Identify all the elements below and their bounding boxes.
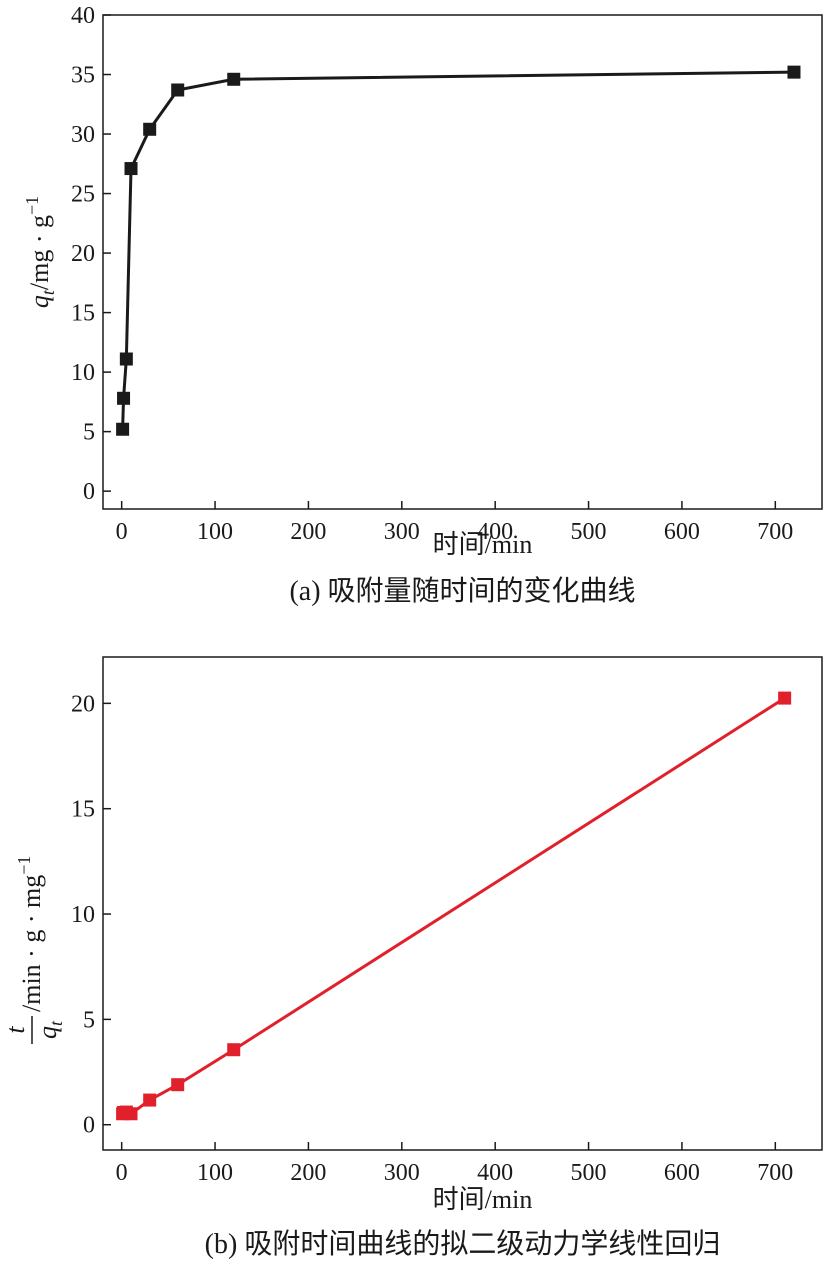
y-tick-label: 5	[83, 1007, 95, 1033]
data-marker	[117, 391, 131, 405]
data-marker	[227, 1043, 241, 1057]
data-marker	[787, 65, 801, 79]
y-tick-label: 35	[71, 63, 95, 89]
data-marker	[171, 1078, 185, 1092]
data-marker	[124, 1107, 138, 1121]
data-line	[121, 696, 786, 1116]
x-tick-label: 600	[664, 519, 700, 545]
unit: /mg · g	[25, 215, 54, 290]
y-axis-label: t qt/min · g · mg−1	[1, 856, 66, 1044]
x-axis-label: 时间/min	[433, 530, 533, 559]
data-marker	[143, 1093, 157, 1107]
fraction-numerator: t	[1, 1026, 30, 1034]
y-tick-label: 20	[71, 241, 95, 267]
data-marker	[119, 352, 133, 366]
y-tick-label: 0	[83, 1113, 95, 1139]
data-marker	[227, 72, 241, 86]
y-tick-label: 5	[83, 420, 95, 446]
subscript: t	[38, 289, 58, 295]
x-tick-label: 300	[384, 1160, 420, 1186]
unit: /min · g · mg	[17, 875, 46, 1012]
y-tick-label: 10	[71, 902, 95, 928]
y-tick-label: 15	[71, 797, 95, 823]
y-axis-label-text: /min · g · mg−1	[14, 856, 46, 1012]
x-tick-label: 200	[290, 1160, 326, 1186]
y-tick-label: 15	[71, 301, 95, 327]
y-tick-label: 0	[83, 479, 95, 505]
data-marker	[116, 422, 130, 436]
plot-frame	[102, 14, 823, 510]
x-tick-label: 400	[477, 519, 513, 545]
y-tick-label: 30	[71, 122, 95, 148]
y-tick-label: 40	[71, 3, 95, 29]
x-tick-label: 0	[116, 519, 128, 545]
x-tick-label: 0	[116, 1160, 128, 1186]
x-tick-label: 400	[477, 1160, 513, 1186]
plot-frame	[102, 656, 823, 1151]
data-marker	[171, 83, 185, 97]
caption: (b) 吸附时间曲线的拟二级动力学线性回归	[205, 1228, 721, 1260]
y-tick-label: 10	[71, 360, 95, 386]
x-tick-label: 200	[290, 519, 326, 545]
x-axis-label: 时间/min	[433, 1185, 533, 1214]
fraction-denominator: qt	[33, 1020, 66, 1039]
y-axis-label: qt/mg · g−1	[22, 196, 58, 308]
superscript: −1	[14, 856, 34, 875]
data-marker	[124, 162, 138, 176]
y-tick-label: 20	[71, 691, 95, 717]
y-tick-label: 25	[71, 182, 95, 208]
data-marker	[778, 691, 792, 705]
x-tick-label: 500	[571, 519, 607, 545]
y-axis-label-text: qt/mg · g−1	[22, 196, 58, 308]
subscript: t	[46, 1020, 66, 1026]
superscript: −1	[22, 196, 42, 215]
x-tick-label: 100	[197, 519, 233, 545]
caption: (a) 吸附量随时间的变化曲线	[289, 575, 635, 607]
x-tick-label: 300	[384, 519, 420, 545]
data-marker	[143, 122, 157, 136]
x-tick-label: 100	[197, 1160, 233, 1186]
x-tick-label: 600	[664, 1160, 700, 1186]
data-line	[121, 70, 795, 430]
x-tick-label: 500	[571, 1160, 607, 1186]
x-tick-label: 700	[757, 519, 793, 545]
symbol: q	[33, 1026, 62, 1039]
x-tick-label: 700	[757, 1160, 793, 1186]
symbol: q	[25, 295, 54, 308]
